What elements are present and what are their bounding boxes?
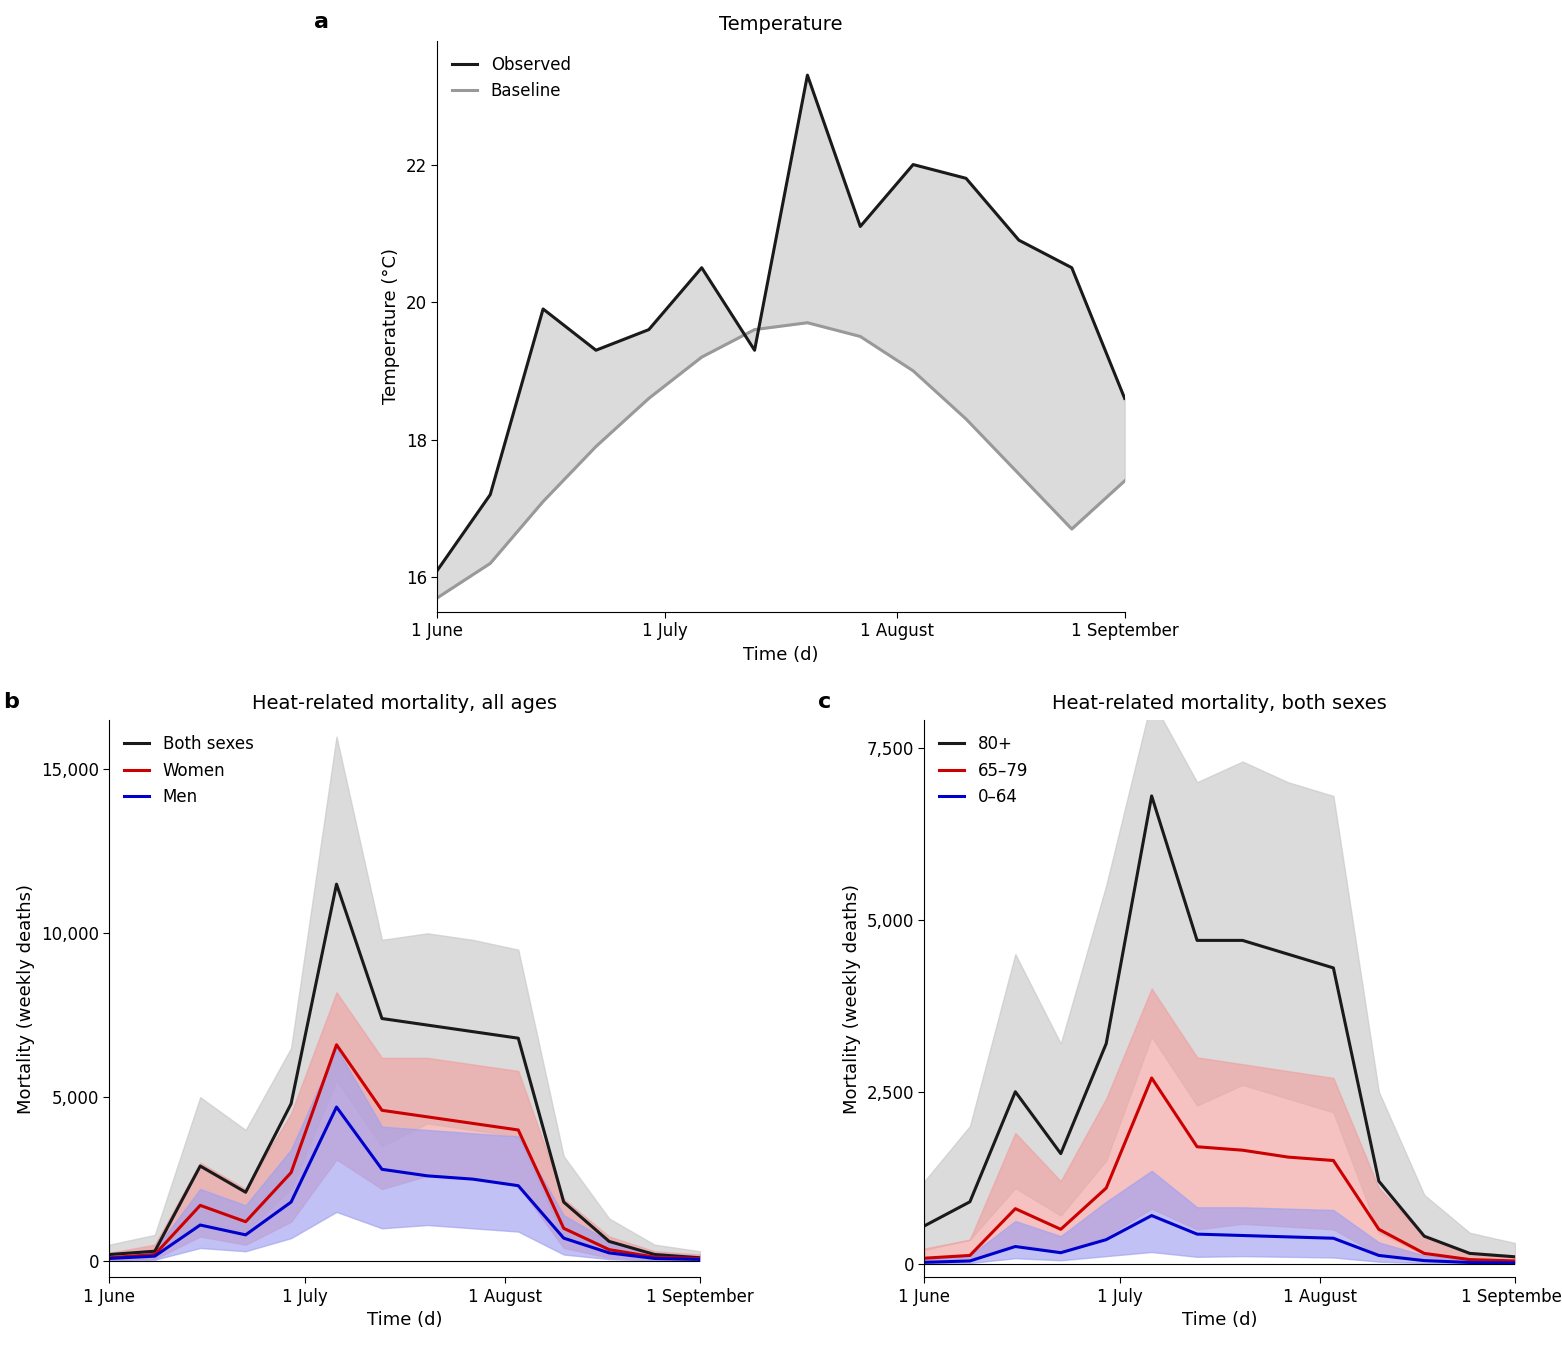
Title: Heat-related mortality, both sexes: Heat-related mortality, both sexes: [1053, 694, 1387, 713]
Title: Heat-related mortality, all ages: Heat-related mortality, all ages: [251, 694, 558, 713]
Legend: 80+, 65–79, 0–64: 80+, 65–79, 0–64: [933, 728, 1036, 813]
Text: c: c: [818, 692, 831, 712]
Y-axis label: Temperature (°C): Temperature (°C): [383, 249, 400, 404]
Text: a: a: [314, 12, 328, 33]
Legend: Both sexes, Women, Men: Both sexes, Women, Men: [117, 728, 261, 813]
Legend: Observed, Baseline: Observed, Baseline: [445, 49, 578, 107]
X-axis label: Time (d): Time (d): [744, 646, 818, 663]
Title: Temperature: Temperature: [719, 15, 843, 34]
Text: b: b: [3, 692, 19, 712]
Y-axis label: Mortality (weekly deaths): Mortality (weekly deaths): [843, 883, 861, 1114]
X-axis label: Time (d): Time (d): [367, 1311, 442, 1329]
X-axis label: Time (d): Time (d): [1182, 1311, 1257, 1329]
Y-axis label: Mortality (weekly deaths): Mortality (weekly deaths): [17, 883, 36, 1114]
